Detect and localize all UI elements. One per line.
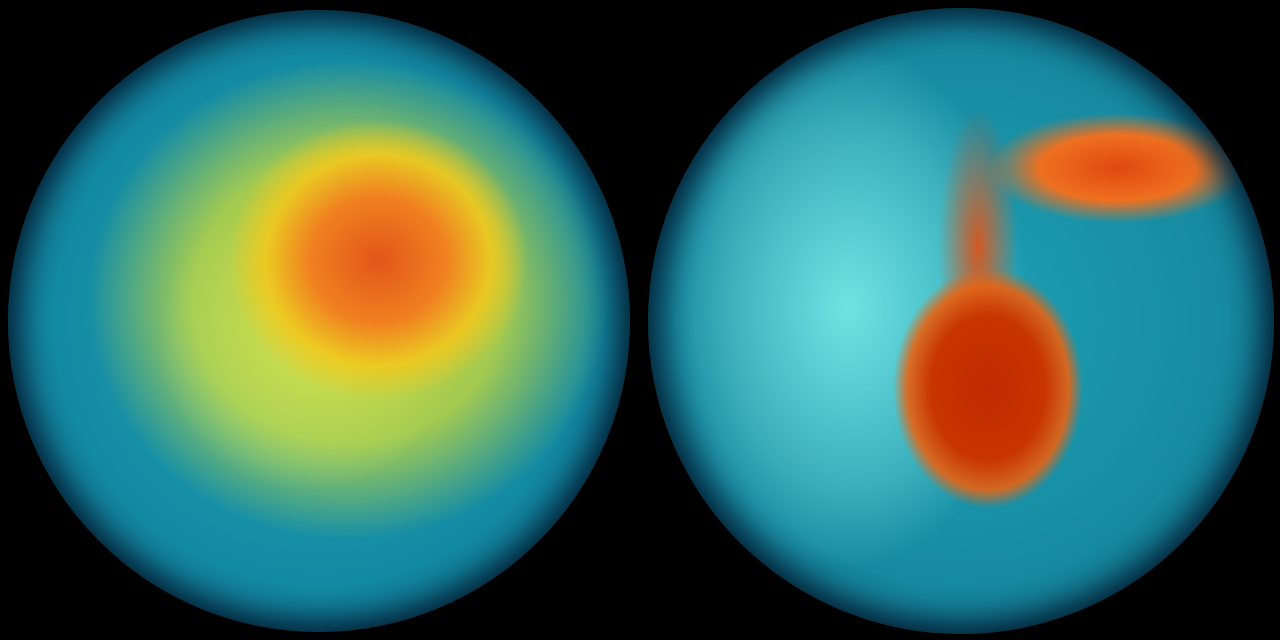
- globe-limb-shading: [648, 8, 1274, 634]
- globe-limb-shading: [8, 10, 630, 632]
- northern-hemisphere-globe: [648, 8, 1274, 634]
- southern-hemisphere-globe: [8, 10, 630, 632]
